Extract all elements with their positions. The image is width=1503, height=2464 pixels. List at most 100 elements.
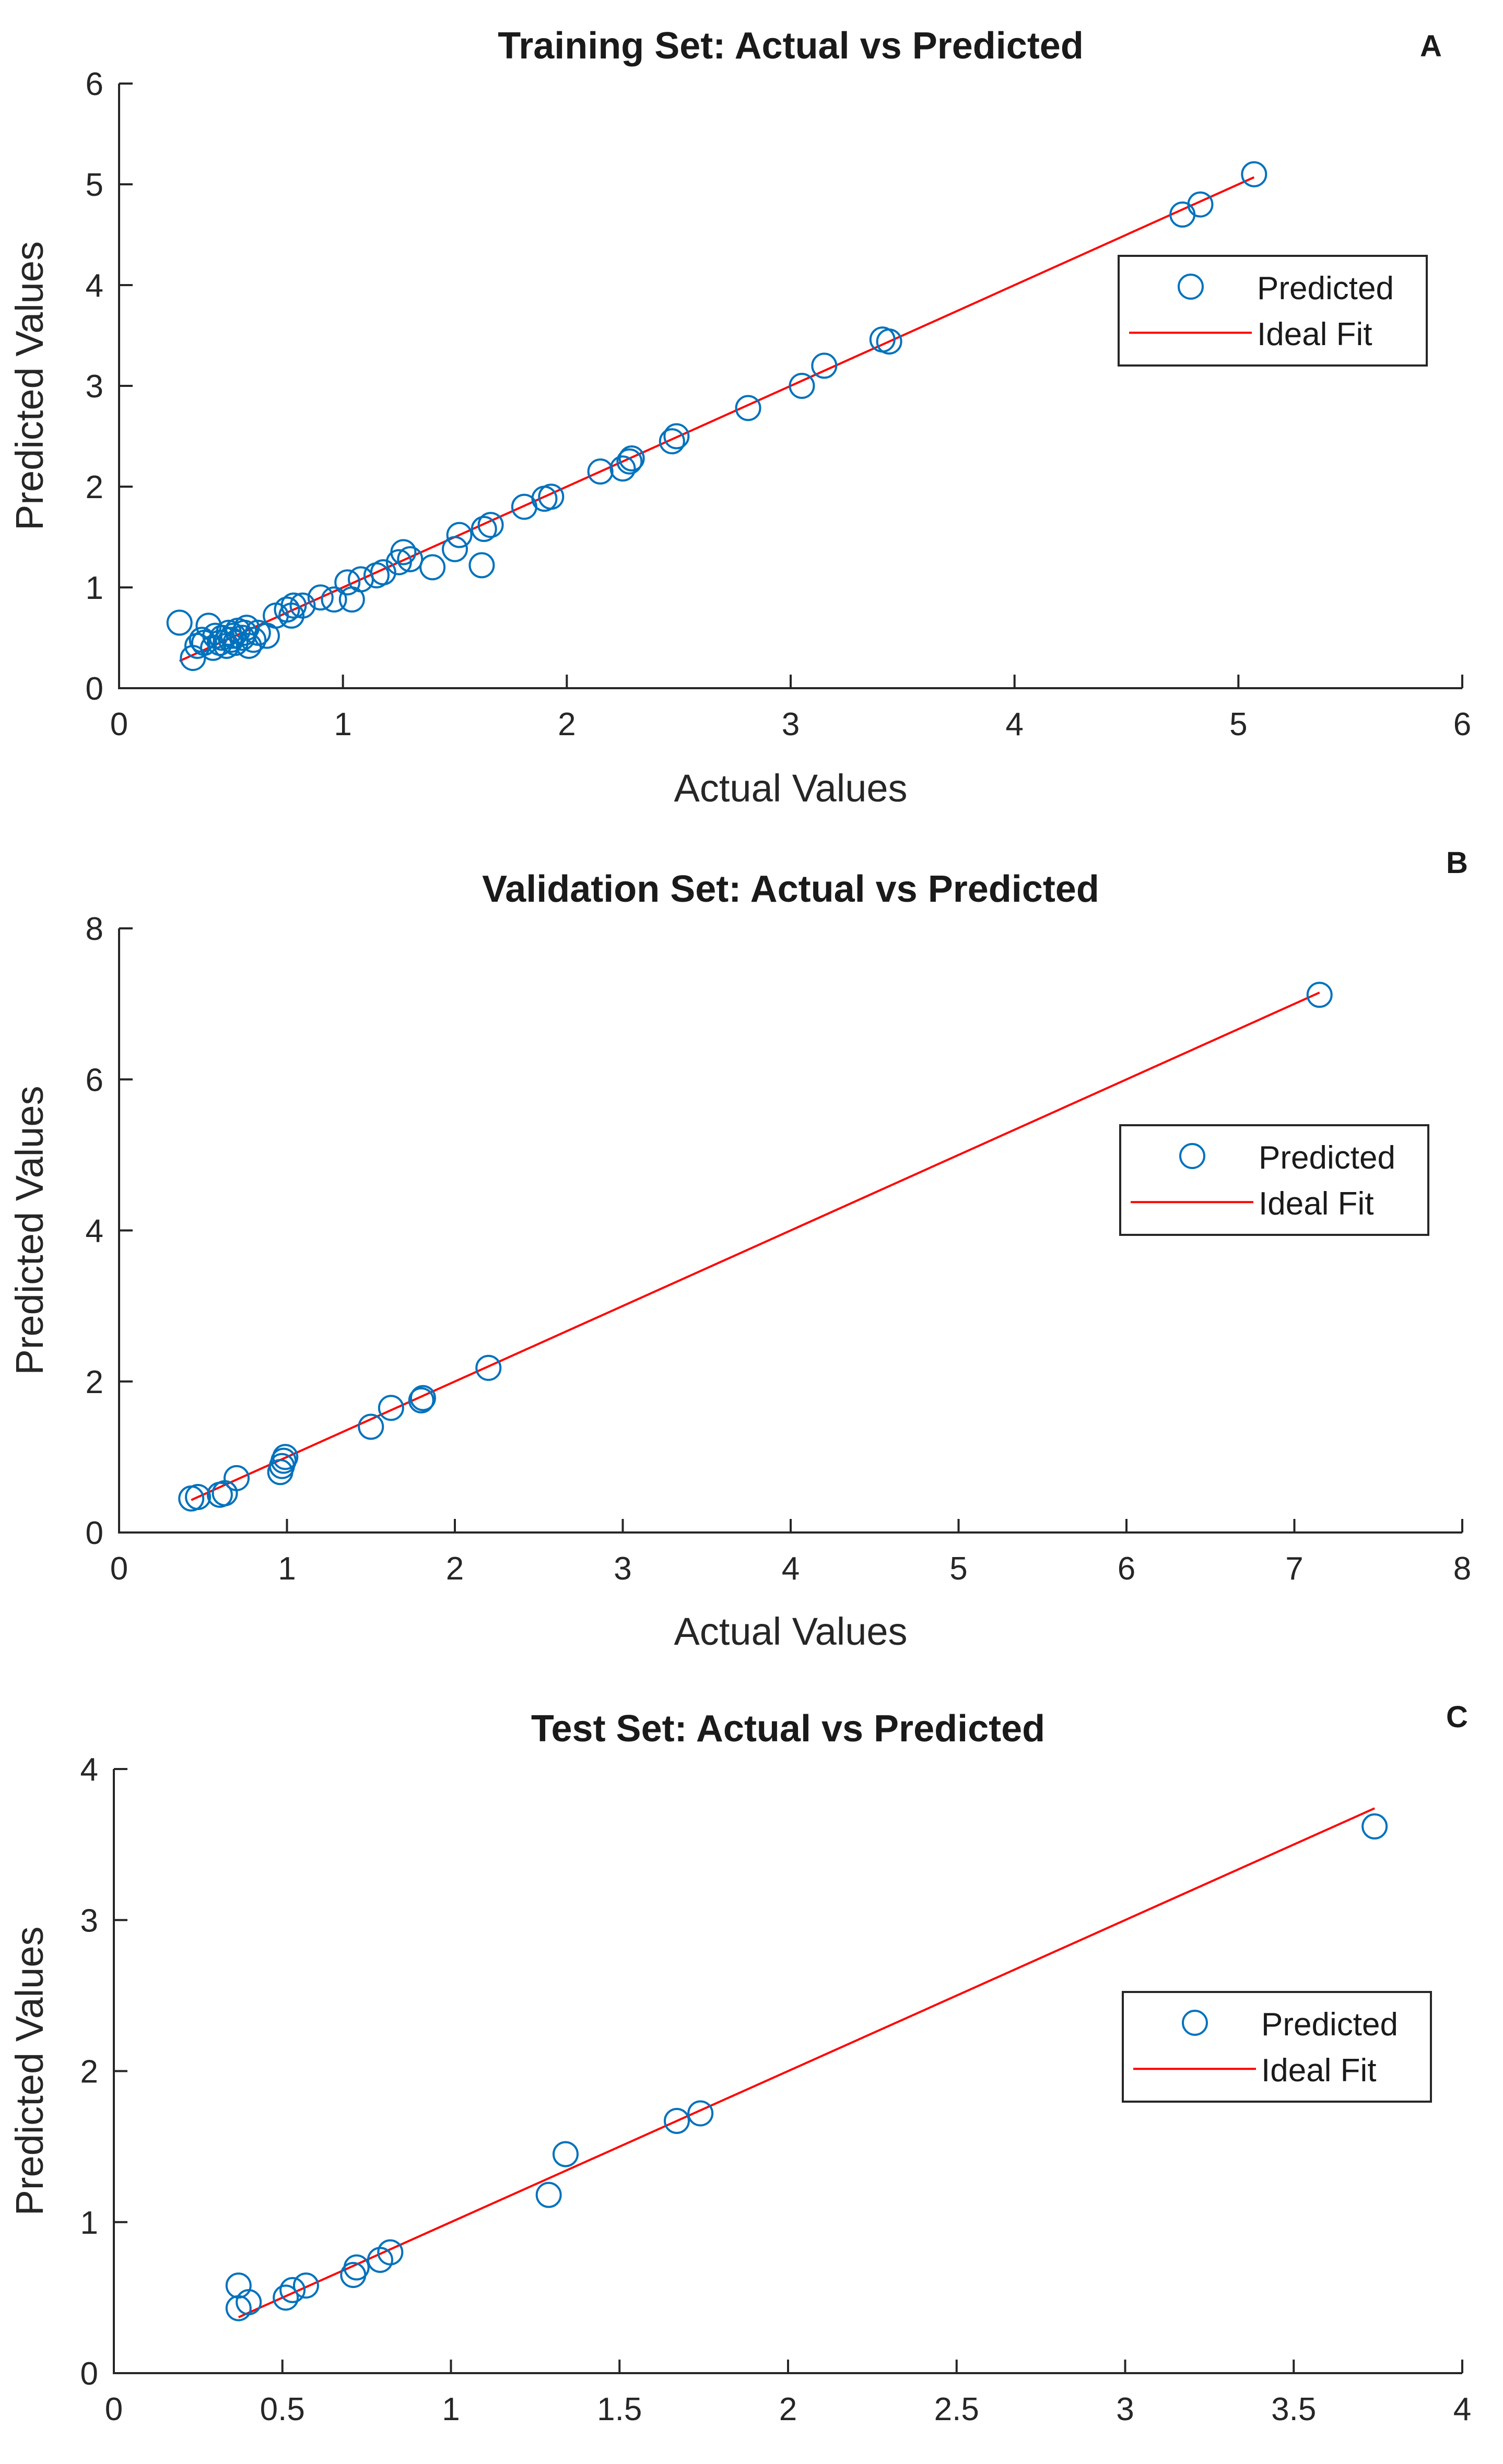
legend-ideal-fit-label: Ideal Fit	[1261, 2053, 1377, 2089]
x-tick-label: 3	[614, 1551, 631, 1587]
y-axis-label: Predicted Values	[8, 1086, 51, 1375]
predicted-point	[587, 458, 614, 485]
predicted-point	[321, 586, 347, 613]
predicted-point	[292, 2272, 319, 2299]
legend-predicted-marker	[1179, 1143, 1205, 1169]
chart-panel-b: Validation Set: Actual vs Predicted B 0 1 2 3…	[8, 846, 1471, 1653]
predicted-point	[273, 2284, 299, 2311]
x-tick-label: 8	[1453, 1551, 1471, 1587]
legend-ideal-fit-label: Ideal Fit	[1257, 316, 1372, 352]
predicted-point	[663, 423, 690, 450]
ideal-fit-line	[191, 992, 1320, 1501]
predicted-point	[358, 1413, 384, 1440]
y-tick-label: 6	[86, 1062, 103, 1098]
x-tick-label: 2	[446, 1551, 464, 1587]
chart-title: Test Set: Actual vs Predicted	[531, 1708, 1045, 1750]
predicted-point	[535, 2182, 562, 2208]
x-tick-label: 1	[442, 2391, 460, 2427]
predicted-point	[442, 536, 468, 562]
predicted-point	[1306, 982, 1333, 1008]
legend-predicted-marker	[1178, 274, 1204, 300]
predicted-point	[789, 373, 815, 399]
chart-panel-a: Training Set: Actual vs Predicted A 0 1 2 3 4 5…	[8, 25, 1471, 810]
legend-ideal-fit-label: Ideal Fit	[1259, 1186, 1374, 1222]
predicted-point	[236, 2289, 262, 2316]
legend-box	[1118, 255, 1428, 367]
legend: Predicted Ideal Fit	[1122, 1991, 1432, 2103]
predicted-point	[185, 1484, 212, 1511]
predicted-point	[471, 516, 497, 543]
predicted-point	[231, 619, 258, 646]
predicted-point	[334, 569, 361, 596]
x-tick-label: 4	[782, 1551, 800, 1587]
y-axis-label: Predicted Values	[8, 1927, 51, 2216]
predicted-point	[477, 512, 504, 538]
predicted-point	[1169, 201, 1196, 228]
x-tick-label: 1	[334, 706, 351, 742]
predicted-point	[616, 448, 643, 475]
y-axis-label: Predicted Values	[8, 241, 51, 530]
predicted-point	[659, 428, 685, 455]
legend: Predicted Ideal Fit	[1119, 1124, 1429, 1236]
x-tick-label: 5	[949, 1551, 967, 1587]
chart-title: Training Set: Actual vs Predicted	[498, 25, 1084, 67]
x-tick-label: 7	[1285, 1551, 1303, 1587]
y-tick-label: 2	[86, 1364, 103, 1400]
panel-letter: B	[1446, 846, 1468, 880]
predicted-point	[1187, 191, 1214, 218]
predicted-point	[609, 455, 636, 482]
predicted-point	[272, 1444, 299, 1470]
predicted-point	[166, 609, 193, 636]
ideal-fit-line	[238, 1807, 1375, 2318]
y-tick-label: 1	[86, 570, 103, 606]
legend-predicted-label: Predicted	[1259, 1140, 1395, 1176]
predicted-point	[876, 328, 902, 355]
x-tick-label: 0	[105, 2391, 123, 2427]
predicted-point	[419, 554, 446, 581]
x-tick-label: 3	[782, 706, 800, 742]
y-tick-label: 4	[86, 268, 103, 304]
y-tick-label: 0	[86, 671, 103, 707]
x-tick-label: 2.5	[934, 2391, 979, 2427]
legend-predicted-label: Predicted	[1257, 270, 1394, 306]
predicted-point	[687, 2100, 714, 2127]
y-tick-label: 4	[80, 1752, 98, 1788]
predicted-point	[274, 596, 300, 623]
predicted-point	[378, 1395, 404, 1421]
y-tick-label: 1	[80, 2205, 98, 2241]
predicted-point	[552, 2141, 579, 2167]
y-tick-label: 0	[86, 1515, 103, 1551]
x-tick-label: 3.5	[1271, 2391, 1316, 2427]
predicted-point	[370, 559, 396, 586]
predicted-point	[289, 592, 316, 619]
y-tick-label: 5	[86, 167, 103, 203]
x-tick-label: 0	[110, 706, 128, 742]
y-tick-label: 2	[80, 2054, 98, 2090]
predicted-point	[538, 484, 565, 510]
predicted-point	[446, 522, 473, 548]
panel-letter: A	[1420, 29, 1442, 63]
predicted-point	[409, 1385, 436, 1411]
y-tick-label: 4	[86, 1213, 103, 1249]
predicted-point	[811, 352, 838, 379]
y-tick-label: 0	[80, 2356, 98, 2392]
predicted-point	[343, 2254, 370, 2281]
legend-box	[1122, 1991, 1432, 2103]
predicted-point	[618, 445, 645, 471]
x-tick-label: 4	[1005, 706, 1023, 742]
predicted-point	[1361, 1813, 1388, 1840]
predicted-point	[735, 395, 761, 421]
y-tick-label: 6	[86, 66, 103, 102]
predicted-point	[377, 2239, 404, 2266]
predicted-point	[468, 552, 495, 579]
x-tick-label: 1.5	[597, 2391, 642, 2427]
x-axis-label: Actual Values	[674, 1610, 908, 1653]
x-tick-label: 2	[779, 2391, 797, 2427]
predicted-point	[224, 1465, 250, 1491]
x-tick-label: 4	[1453, 2391, 1471, 2427]
predicted-point	[475, 1354, 502, 1381]
predicted-point	[390, 539, 417, 565]
panel-letter: C	[1446, 1700, 1468, 1734]
x-tick-label: 0	[110, 1551, 128, 1587]
